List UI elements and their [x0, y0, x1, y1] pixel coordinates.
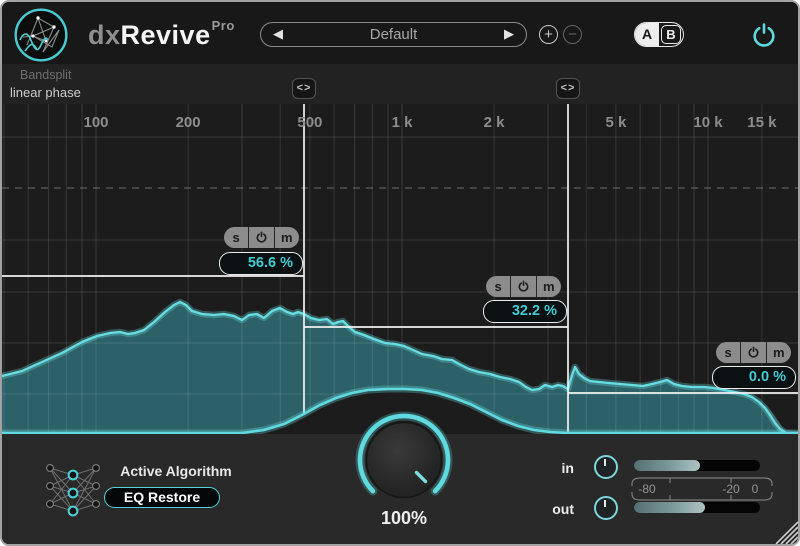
band-3-amount-value[interactable]: 0.0 % — [712, 366, 796, 389]
meter-scale: -80 -20 0 — [631, 477, 773, 501]
preset-remove-button[interactable]: − — [563, 25, 582, 44]
band-2-button-group: s m — [486, 276, 561, 297]
band-1-mute-button[interactable]: m — [273, 227, 299, 248]
band-3-power-button[interactable] — [740, 342, 766, 363]
title-pro-badge: Pro — [211, 18, 235, 33]
svg-text:10 k: 10 k — [693, 114, 723, 131]
power-icon — [748, 346, 759, 358]
svg-text:100: 100 — [83, 114, 108, 131]
svg-text:500: 500 — [297, 114, 322, 131]
knob-pointer — [414, 470, 428, 484]
band-1-power-button[interactable] — [248, 227, 274, 248]
app-title: dxRevivePro — [88, 18, 235, 51]
phase-mode-label[interactable]: linear phase — [10, 85, 81, 100]
preset-name[interactable]: Default — [369, 26, 418, 43]
svg-text:0: 0 — [752, 482, 759, 496]
band-2-amount-value[interactable]: 32.2 % — [483, 300, 567, 323]
band-3-solo-button[interactable]: s — [716, 342, 741, 363]
band-3-button-group: s m — [716, 342, 791, 363]
bandsplit-strip: Bandsplit linear phase <> <> — [2, 64, 798, 104]
output-level-meter — [634, 502, 760, 513]
preset-prev-icon[interactable]: ◀ — [273, 26, 283, 41]
output-gain-knob[interactable] — [594, 496, 618, 520]
power-icon — [256, 231, 267, 243]
svg-text:15 k: 15 k — [747, 114, 777, 131]
band-1-solo-button[interactable]: s — [224, 227, 249, 248]
output-gain-label: out — [552, 501, 574, 517]
band-3-mute-button[interactable]: m — [765, 342, 791, 363]
band-2-power-button[interactable] — [510, 276, 536, 297]
preset-next-icon[interactable]: ▶ — [504, 26, 514, 41]
amount-knob[interactable] — [344, 404, 464, 516]
bandsplit-handle-1[interactable]: <> — [292, 78, 316, 99]
ab-compare-toggle[interactable]: A B — [634, 22, 684, 47]
band-2-mute-button[interactable]: m — [535, 276, 561, 297]
title-main: Revive — [120, 20, 211, 50]
ab-toggle-b[interactable]: B — [659, 23, 683, 46]
dxrevive-logo-icon — [14, 8, 68, 62]
spectrum-display[interactable]: 100 200 500 1 k 2 k 5 k 10 k 15 k — [2, 104, 800, 434]
power-icon — [518, 280, 529, 292]
amount-value: 100% — [380, 508, 428, 528]
algorithm-select[interactable]: EQ Restore — [104, 487, 220, 508]
title-dx: dx — [88, 20, 121, 50]
bandsplit-label: Bandsplit — [20, 68, 72, 82]
svg-text:1 k: 1 k — [392, 114, 414, 131]
band-1-button-group: s m — [224, 227, 299, 248]
svg-text:200: 200 — [176, 114, 201, 131]
svg-text:-20: -20 — [722, 482, 740, 496]
input-gain-label: in — [561, 460, 574, 476]
top-bar: dxRevivePro ◀ Default ▶ + − A B — [2, 2, 798, 64]
svg-text:-80: -80 — [638, 482, 656, 496]
power-button[interactable] — [749, 20, 779, 50]
band-2-solo-button[interactable]: s — [486, 276, 511, 297]
active-algorithm-label: Active Algorithm — [120, 463, 232, 479]
preset-add-button[interactable]: + — [539, 25, 558, 44]
neural-network-icon — [46, 464, 100, 517]
ab-toggle-a[interactable]: A — [635, 23, 659, 46]
svg-text:2 k: 2 k — [484, 114, 506, 131]
resize-grip[interactable] — [758, 504, 800, 546]
band-1-amount-value[interactable]: 56.6 % — [219, 252, 303, 275]
svg-text:5 k: 5 k — [605, 114, 627, 131]
preset-selector[interactable]: ◀ Default ▶ — [260, 22, 527, 47]
input-gain-knob[interactable] — [594, 455, 618, 479]
bandsplit-handle-2[interactable]: <> — [556, 78, 580, 99]
input-level-meter — [634, 460, 760, 471]
